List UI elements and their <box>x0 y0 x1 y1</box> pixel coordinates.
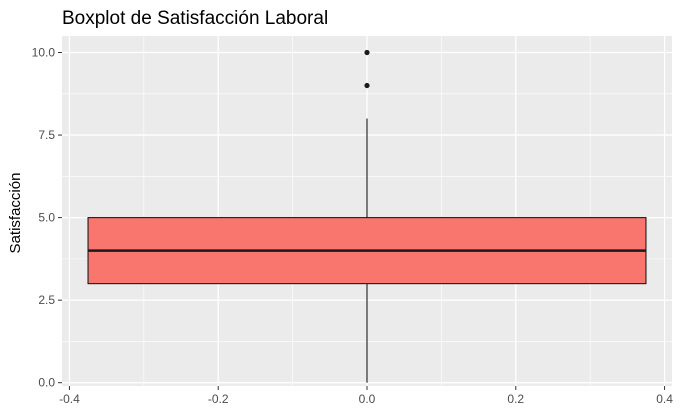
x-tick-label: 0.4 <box>656 392 673 406</box>
outlier-point <box>364 49 370 56</box>
y-axis-title: Satisfacción <box>7 173 24 254</box>
x-tick-label: 0.2 <box>507 392 524 406</box>
y-tick-label: 2.5 <box>38 293 55 307</box>
outlier-point <box>364 82 370 89</box>
chart-title: Boxplot de Satisfacción Laboral <box>62 8 328 29</box>
y-tick-label: 10.0 <box>32 46 56 60</box>
x-tick-label: -0.2 <box>208 392 229 406</box>
y-tick-label: 0.0 <box>38 376 55 390</box>
x-tick-label: -0.4 <box>59 392 80 406</box>
y-tick-label: 5.0 <box>38 211 55 225</box>
y-tick-label: 7.5 <box>38 128 55 142</box>
x-tick-label: 0.0 <box>359 392 376 406</box>
axis-ticks: -0.4 -0.2 0.0 0.2 0.4 0.0 2.5 5.0 7.5 10.0 <box>32 46 674 406</box>
box-group <box>87 49 647 383</box>
